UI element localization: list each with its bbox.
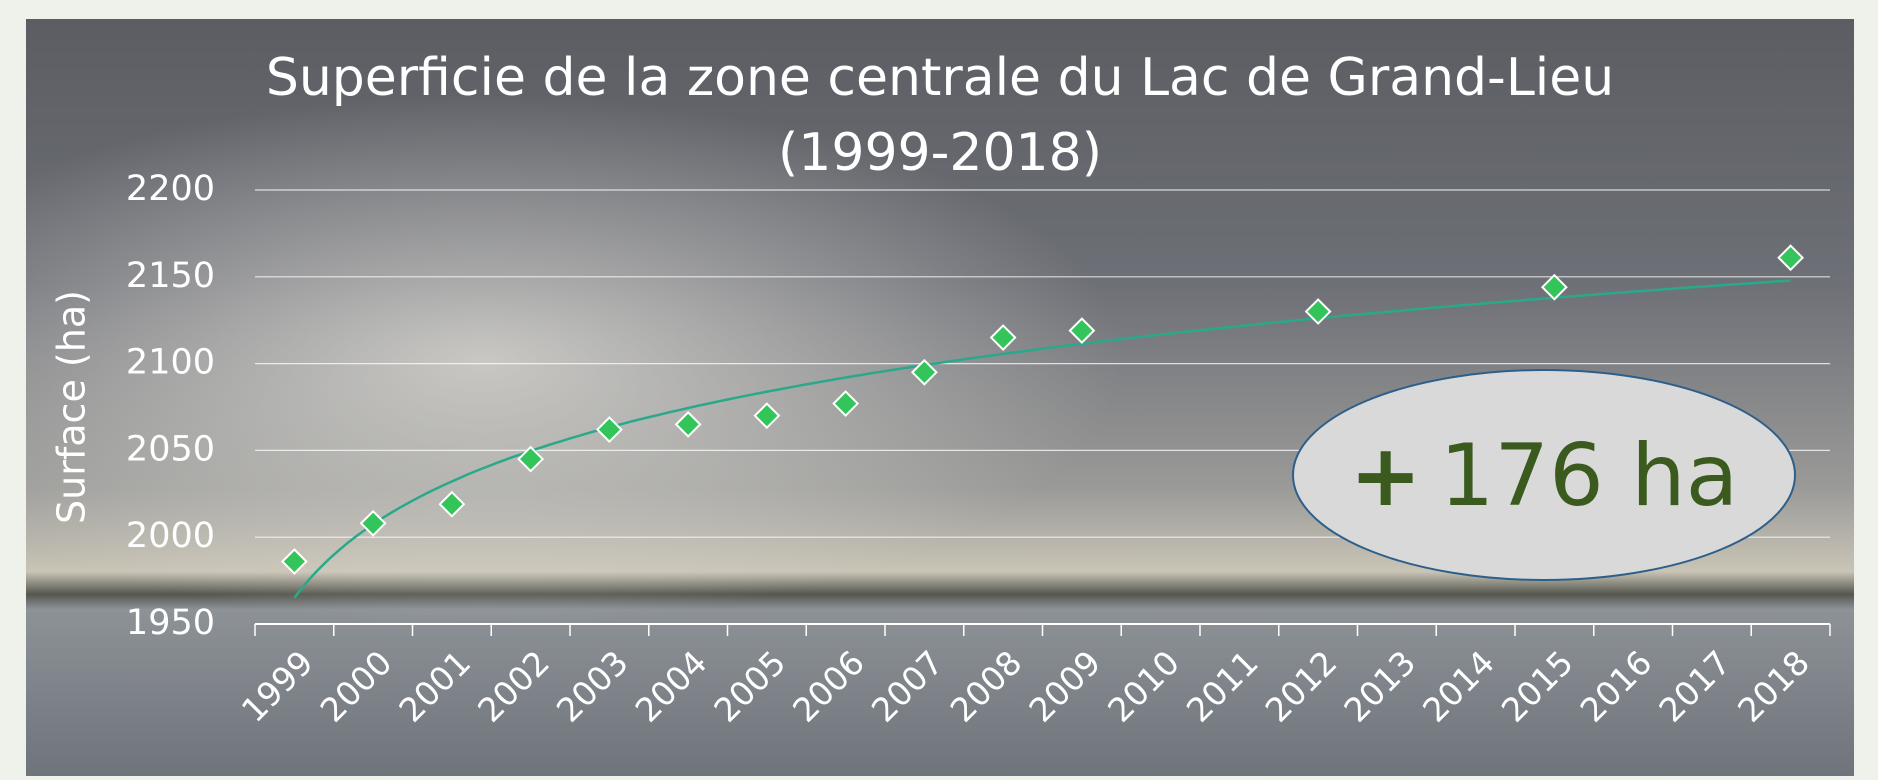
y-tick-label: 2000 — [126, 516, 215, 556]
y-axis-label: Surface (ha) — [50, 290, 94, 524]
annotation: +176 ha — [1350, 426, 1739, 526]
y-tick-label: 2150 — [126, 256, 215, 296]
y-tick-label: 1950 — [126, 603, 215, 643]
y-tick-label: 2100 — [126, 343, 215, 383]
chart: Superficie de la zone centrale du Lac de… — [0, 0, 1878, 776]
chart-title: Superficie de la zone centrale du Lac de… — [266, 48, 1614, 108]
y-tick-label: 2200 — [126, 169, 215, 209]
annotation-sign: + — [1350, 426, 1422, 526]
page: Superficie de la zone centrale du Lac de… — [0, 0, 1878, 776]
chart-title: (1999-2018) — [778, 123, 1102, 183]
y-tick-label: 2050 — [126, 429, 215, 469]
annotation-text: 176 ha — [1440, 426, 1739, 526]
